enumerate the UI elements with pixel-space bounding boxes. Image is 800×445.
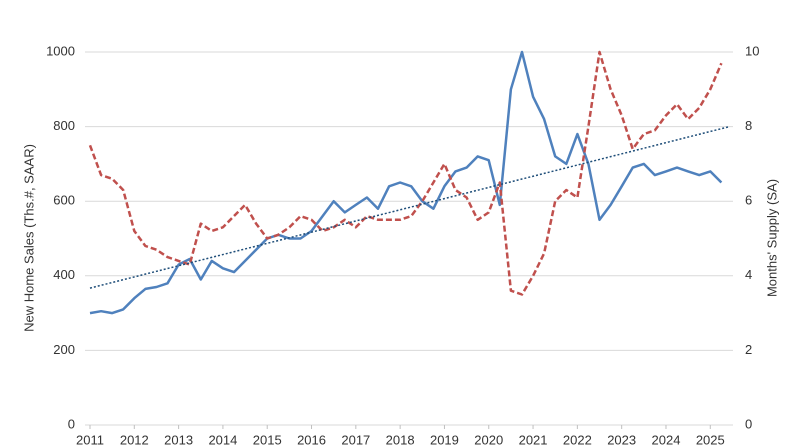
y2-tick-label: 10 — [745, 43, 759, 58]
y-axis-title: New Home Sales (Ths.#, SAAR) — [21, 144, 36, 332]
x-tick-label: 2012 — [120, 432, 149, 445]
x-tick-label: 2022 — [563, 432, 592, 445]
x-tick-label: 2014 — [208, 432, 237, 445]
y2-axis-title: Months' Supply (SA) — [764, 179, 779, 297]
y-tick-label: 400 — [53, 267, 75, 282]
x-tick-label: 2018 — [386, 432, 415, 445]
series-line — [88, 50, 723, 296]
y2-tick-label: 2 — [745, 342, 752, 357]
x-tick-label: 2024 — [652, 432, 681, 445]
y-tick-label: 1000 — [46, 43, 75, 58]
series-line — [89, 50, 723, 315]
y2-tick-label: 4 — [745, 267, 752, 282]
series-line — [89, 126, 729, 289]
y-tick-label: 800 — [53, 118, 75, 133]
x-tick-label: 2021 — [519, 432, 548, 445]
x-tick-label: 2015 — [253, 432, 282, 445]
x-tick-label: 2013 — [164, 432, 193, 445]
x-tick-label: 2025 — [696, 432, 725, 445]
y2-tick-label: 0 — [745, 416, 752, 431]
x-tick-label: 2017 — [341, 432, 370, 445]
y-tick-label: 200 — [53, 342, 75, 357]
y-tick-label: 600 — [53, 193, 75, 208]
x-tick-label: 2011 — [76, 432, 104, 445]
x-tick-label: 2019 — [430, 432, 459, 445]
x-tick-label: 2016 — [297, 432, 326, 445]
x-tick-label: 2020 — [474, 432, 503, 445]
y2-tick-label: 8 — [745, 118, 752, 133]
y-tick-label: 0 — [68, 416, 75, 431]
x-tick-label: 2023 — [607, 432, 636, 445]
y2-tick-label: 6 — [745, 193, 752, 208]
